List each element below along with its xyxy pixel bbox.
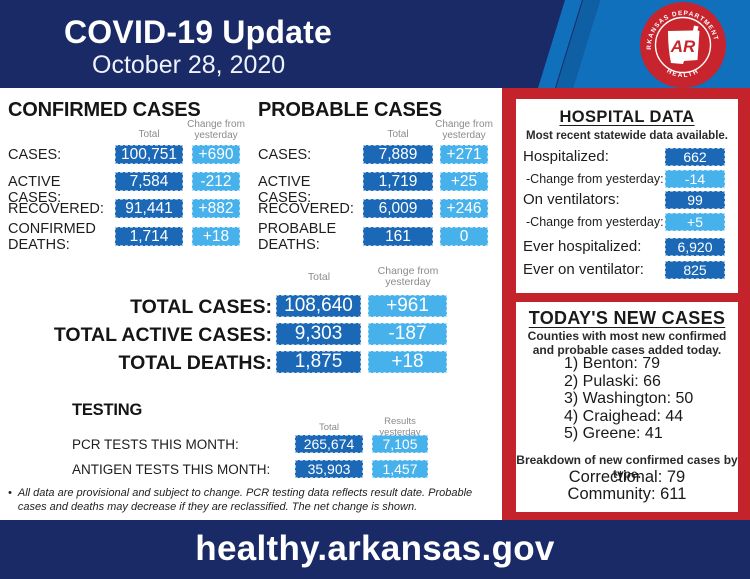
row-label: CASES: <box>258 147 312 163</box>
stat-change: +246 <box>440 199 488 218</box>
totals-col-total: Total <box>307 271 331 283</box>
total-deaths-value: 1,875 <box>276 351 361 373</box>
hospital-data-subtitle: Most recent statewide data available. <box>526 130 728 142</box>
stat-change: 0 <box>440 227 488 246</box>
confirmed-col-change: Change from yesterday <box>187 119 245 141</box>
header-banner: COVID-19 Update October 28, 2020 • ARKAN… <box>0 0 750 88</box>
row-label: CASES: <box>8 147 62 163</box>
county-list: 1) Benton: 79 2) Pulaski: 66 3) Washingt… <box>564 355 693 443</box>
hospitalized-change-label: -Change from yesterday: <box>526 172 664 186</box>
stat-value: 6,009 <box>363 199 433 218</box>
ever-hospitalized-value: 6,920 <box>665 238 725 256</box>
stat-change: -212 <box>192 172 240 191</box>
total-active-cases-value: 9,303 <box>276 323 361 345</box>
logo-ring-bottom-text: HEALTH <box>665 68 698 80</box>
ventilators-change-label: -Change from yesterday: <box>526 215 664 229</box>
svg-text:HEALTH: HEALTH <box>665 68 700 80</box>
antigen-tests-yesterday: 1,457 <box>372 460 428 478</box>
report-date: October 28, 2020 <box>92 51 286 79</box>
probable-col-total: Total <box>387 129 409 140</box>
row-label: ACTIVE CASES: <box>8 174 62 206</box>
testing-title: TESTING <box>72 401 143 419</box>
stat-value: 7,889 <box>363 145 433 164</box>
row-label: CONFIRMED DEATHS: <box>8 221 96 253</box>
total-deaths-label: TOTAL DEATHS: <box>118 352 272 374</box>
hospital-data-title: HOSPITAL DATA <box>559 108 695 126</box>
antigen-tests-label: ANTIGEN TESTS THIS MONTH: <box>72 462 271 477</box>
pcr-tests-yesterday: 7,105 <box>372 435 428 453</box>
new-cases-title: TODAY'S NEW CASES <box>528 308 726 328</box>
logo-monogram: AR <box>670 37 696 56</box>
stat-change: +25 <box>440 172 488 191</box>
confirmed-cases-title: CONFIRMED CASES <box>8 99 201 121</box>
total-cases-value: 108,640 <box>276 295 361 317</box>
stat-value: 91,441 <box>115 199 183 218</box>
stat-change: +882 <box>192 199 240 218</box>
footer-banner: healthy.arkansas.gov <box>0 520 750 579</box>
total-cases-label: TOTAL CASES: <box>130 296 272 318</box>
testing-col-change: Results yesterday <box>379 416 421 438</box>
stat-value: 7,584 <box>115 172 183 191</box>
totals-col-change: Change from yesterday <box>377 265 439 288</box>
probable-col-change: Change from yesterday <box>435 119 493 141</box>
breakdown-correctional: Correctional: 79 <box>568 468 686 486</box>
data-disclaimer: • All data are provisional and subject t… <box>8 487 500 514</box>
hospitalized-label: Hospitalized: <box>523 148 609 165</box>
row-label: ACTIVE CASES: <box>258 174 312 206</box>
probable-cases-title: PROBABLE CASES <box>258 99 442 121</box>
row-label: PROBABLE DEATHS: <box>258 221 337 253</box>
county-item: 2) Pulaski: 66 <box>564 372 661 390</box>
ever-on-ventilator-label: Ever on ventilator: <box>523 261 644 278</box>
total-cases-change: +961 <box>368 295 447 317</box>
county-item: 1) Benton: 79 <box>564 355 661 372</box>
total-active-cases-label: TOTAL ACTIVE CASES: <box>53 324 272 346</box>
hospitalized-change-value: -14 <box>665 170 725 188</box>
pcr-tests-total: 265,674 <box>295 435 363 453</box>
row-label: RECOVERED: <box>8 201 104 217</box>
ever-on-ventilator-value: 825 <box>665 261 725 279</box>
new-cases-subtitle: Counties with most new confirmed and pro… <box>527 329 727 357</box>
on-ventilators-label: On ventilators: <box>523 191 620 208</box>
breakdown-community: Community: 611 <box>567 485 687 503</box>
stat-change: +18 <box>192 227 240 246</box>
on-ventilators-value: 99 <box>665 191 725 209</box>
antigen-tests-total: 35,903 <box>295 460 363 478</box>
footer-url: healthy.arkansas.gov <box>195 529 555 568</box>
ventilators-change-value: +5 <box>665 213 725 231</box>
stat-value: 100,751 <box>115 145 183 164</box>
hospitalized-value: 662 <box>665 148 725 166</box>
stat-value: 161 <box>363 227 433 246</box>
disclaimer-bullet: • <box>8 487 12 499</box>
page-title: COVID-19 Update <box>64 14 332 50</box>
arkansas-health-logo-icon: • ARKANSAS DEPARTMENT OF • HEALTH AR <box>640 2 726 88</box>
todays-new-cases-panel: TODAY'S NEW CASES Counties with most new… <box>516 302 738 512</box>
ever-hospitalized-label: Ever hospitalized: <box>523 238 642 255</box>
county-item: 4) Craighead: 44 <box>564 407 684 425</box>
disclaimer-text: All data are provisional and subject to … <box>17 487 473 513</box>
right-panel-column: HOSPITAL DATA Most recent statewide data… <box>502 88 750 520</box>
stat-value: 1,719 <box>363 172 433 191</box>
county-item: 5) Greene: 41 <box>564 425 663 442</box>
pcr-tests-label: PCR TESTS THIS MONTH: <box>72 437 239 452</box>
row-label: RECOVERED: <box>258 201 354 217</box>
breakdown-label: Breakdown of new confirmed cases by type… <box>516 453 738 481</box>
total-deaths-change: +18 <box>368 351 447 373</box>
confirmed-col-total: Total <box>138 129 160 140</box>
hospital-data-panel: HOSPITAL DATA Most recent statewide data… <box>516 99 738 293</box>
total-active-cases-change: -187 <box>368 323 447 345</box>
testing-col-total: Total <box>318 422 340 433</box>
stat-change: +271 <box>440 145 488 164</box>
stat-value: 1,714 <box>115 227 183 246</box>
county-item: 3) Washington: 50 <box>564 390 694 407</box>
stat-change: +690 <box>192 145 240 164</box>
